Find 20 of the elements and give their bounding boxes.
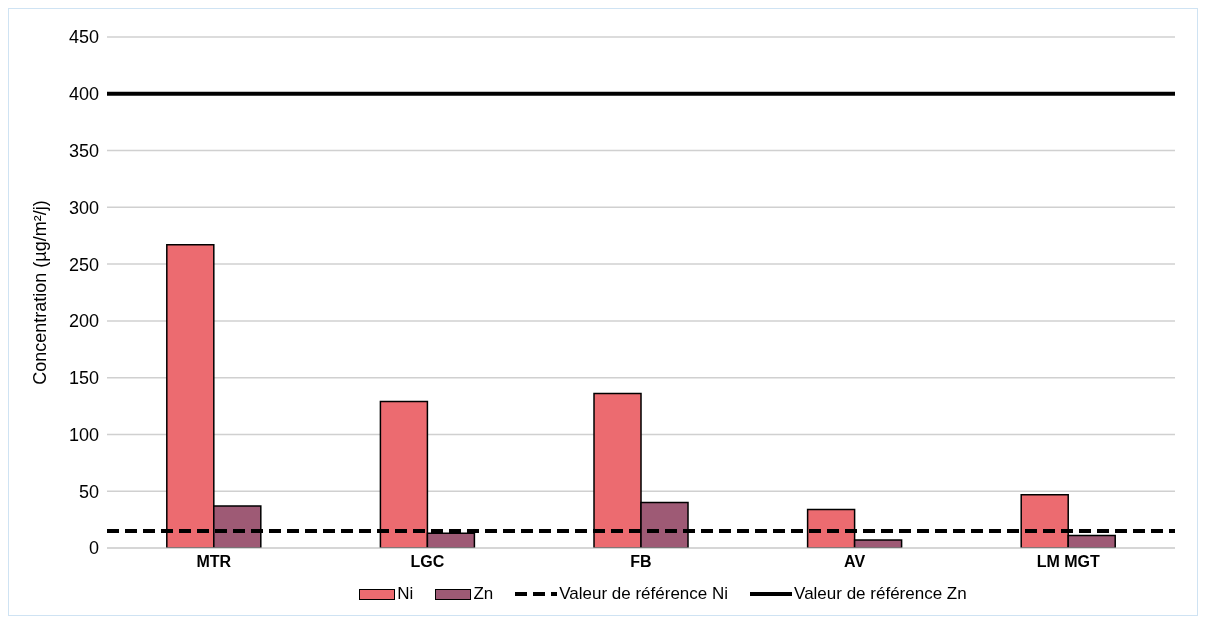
y-tick-label: 200 — [68, 311, 99, 332]
y-tick-label: 400 — [68, 84, 99, 105]
y-tick-label: 0 — [88, 538, 99, 559]
y-tick-label: 350 — [68, 140, 99, 161]
y-tick-label: 250 — [68, 254, 99, 275]
y-tick-label: 450 — [68, 27, 99, 48]
y-axis-title: Concentration (µg/m²/j) — [30, 200, 51, 385]
legend-label: Valeur de référence Ni — [558, 584, 729, 604]
x-tick-label: MTR — [196, 553, 232, 571]
y-tick-label: 100 — [68, 424, 99, 445]
y-tick-label: 300 — [68, 197, 99, 218]
y-tick-label: 150 — [68, 368, 99, 389]
x-tick-label: FB — [630, 553, 652, 571]
x-tick-label: AV — [844, 553, 866, 571]
x-tick-label: LGC — [410, 553, 445, 571]
legend-label: Zn — [472, 584, 494, 604]
x-tick-label: LM MGT — [1036, 553, 1100, 571]
legend-label: Ni — [396, 584, 414, 604]
y-tick-label: 50 — [78, 481, 99, 502]
legend-label: Valeur de référence Zn — [793, 584, 967, 604]
